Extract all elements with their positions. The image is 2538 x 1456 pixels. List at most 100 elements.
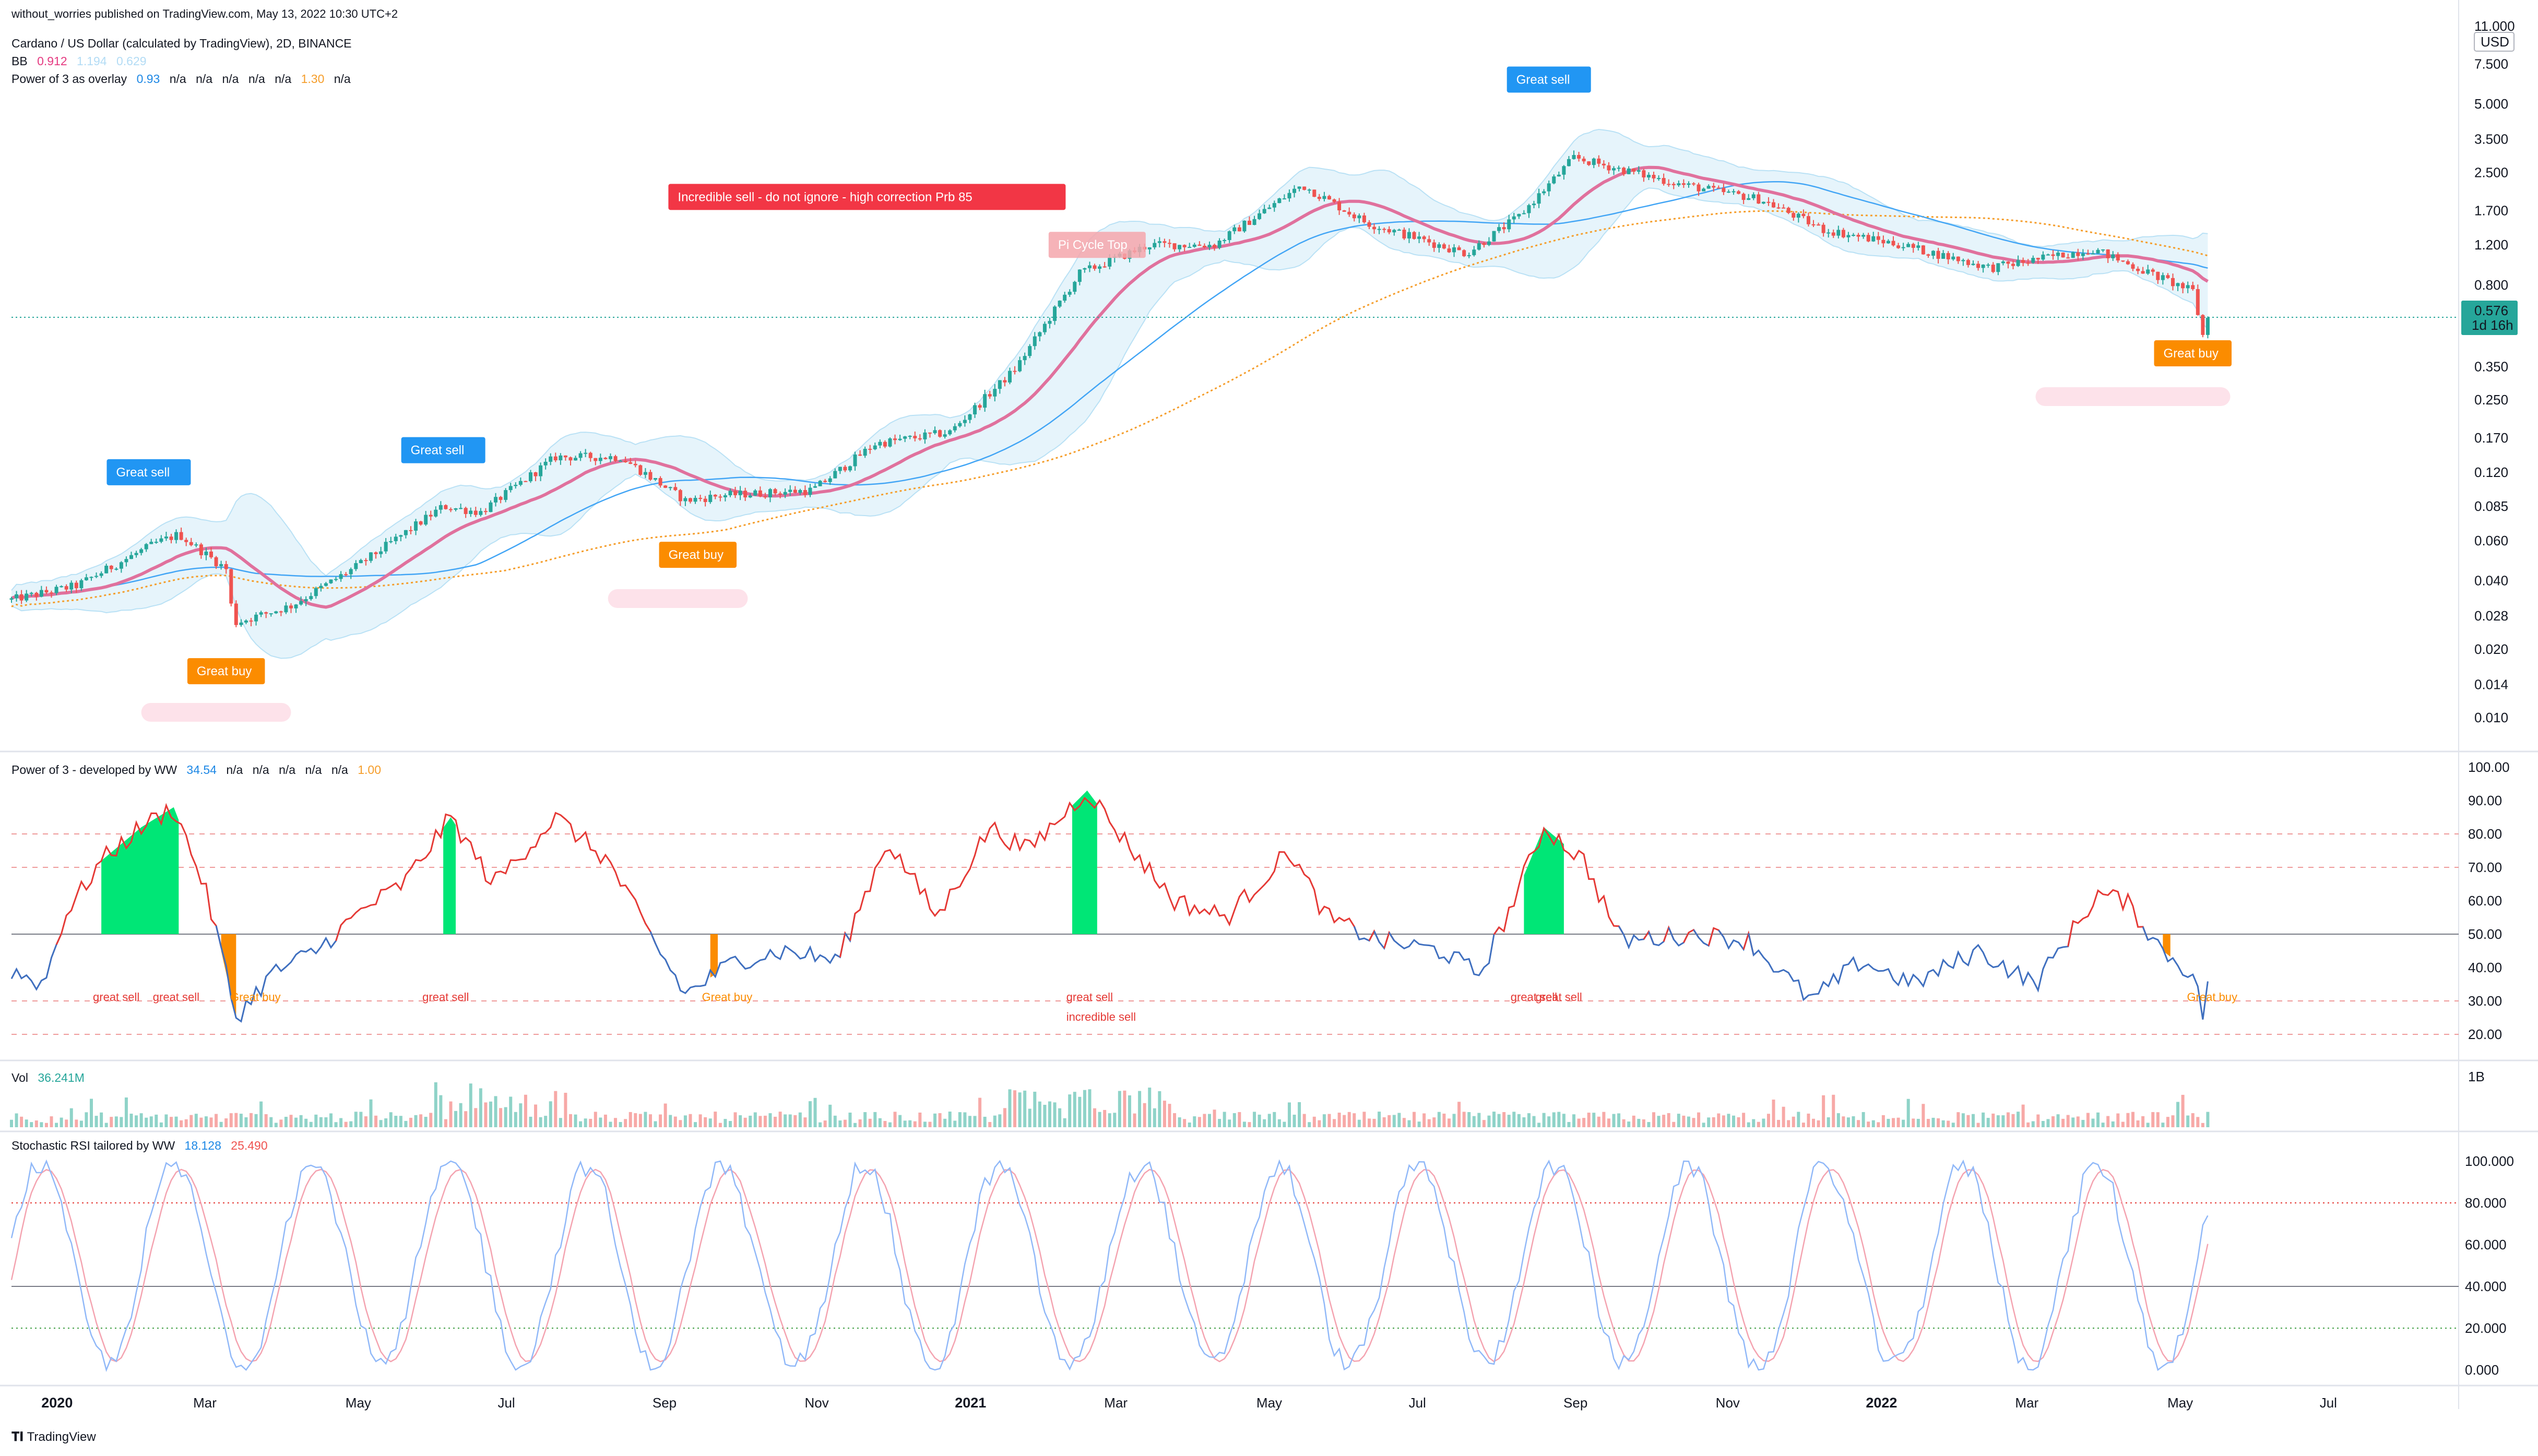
- candle-body[interactable]: [928, 432, 932, 434]
- candle-body[interactable]: [289, 605, 293, 608]
- candle-body[interactable]: [469, 510, 473, 514]
- candle-body[interactable]: [1706, 186, 1711, 189]
- candle-body[interactable]: [1277, 198, 1282, 204]
- candle-body[interactable]: [1761, 201, 1765, 204]
- candle-body[interactable]: [1731, 191, 1736, 193]
- candle-body[interactable]: [309, 596, 313, 600]
- candle-body[interactable]: [1926, 254, 1930, 256]
- candle-body[interactable]: [1352, 214, 1356, 219]
- candle-body[interactable]: [1792, 213, 1796, 218]
- candle-body[interactable]: [1757, 194, 1761, 204]
- candle-body[interactable]: [1801, 213, 1806, 217]
- candle-body[interactable]: [1517, 213, 1521, 217]
- candle-body[interactable]: [1931, 250, 1936, 256]
- candle-body[interactable]: [1292, 188, 1297, 193]
- candle-body[interactable]: [1023, 356, 1027, 361]
- candle-body[interactable]: [99, 573, 103, 576]
- candle-body[interactable]: [1722, 188, 1726, 193]
- candle-body[interactable]: [1038, 332, 1042, 337]
- candle-body[interactable]: [613, 456, 618, 461]
- candle-body[interactable]: [2081, 253, 2085, 256]
- candle-body[interactable]: [229, 569, 233, 604]
- candle-body[interactable]: [603, 458, 608, 459]
- candle-body[interactable]: [818, 481, 822, 486]
- candle-body[interactable]: [459, 508, 463, 509]
- candle-body[interactable]: [1342, 210, 1346, 212]
- candle-body[interactable]: [39, 590, 43, 597]
- candle-body[interactable]: [483, 511, 488, 512]
- candle-body[interactable]: [25, 593, 29, 601]
- candle-body[interactable]: [1207, 245, 1212, 247]
- candle-body[interactable]: [1492, 231, 1496, 242]
- candle-body[interactable]: [938, 430, 942, 437]
- candle-body[interactable]: [364, 560, 368, 562]
- candle-body[interactable]: [1467, 255, 1471, 256]
- candle-body[interactable]: [274, 611, 278, 614]
- candle-body[interactable]: [1726, 192, 1730, 193]
- candle-body[interactable]: [1557, 174, 1561, 177]
- candle-body[interactable]: [783, 492, 787, 495]
- candle-body[interactable]: [209, 551, 213, 557]
- tradingview-logo[interactable]: 𝐓𝐈 TradingView: [11, 1430, 96, 1445]
- candle-body[interactable]: [838, 467, 842, 471]
- candle-body[interactable]: [1392, 230, 1396, 233]
- candle-body[interactable]: [1028, 346, 1032, 356]
- candle-body[interactable]: [1991, 265, 1995, 272]
- candle-body[interactable]: [553, 456, 558, 461]
- candle-body[interactable]: [1681, 183, 1686, 185]
- candle-body[interactable]: [1861, 235, 1866, 237]
- candle-body[interactable]: [399, 535, 403, 537]
- candle-body[interactable]: [873, 445, 877, 449]
- candle-body[interactable]: [2141, 271, 2145, 274]
- candle-body[interactable]: [1512, 216, 1516, 220]
- candle-body[interactable]: [389, 541, 393, 542]
- candle-body[interactable]: [1627, 168, 1631, 174]
- candle-body[interactable]: [923, 432, 927, 439]
- candle-body[interactable]: [1452, 247, 1456, 253]
- candle-body[interactable]: [1267, 207, 1272, 209]
- candle-body[interactable]: [1462, 250, 1466, 256]
- candle-body[interactable]: [703, 498, 707, 502]
- candle-body[interactable]: [718, 496, 722, 498]
- candle-body[interactable]: [1087, 265, 1092, 268]
- candle-body[interactable]: [793, 490, 797, 493]
- candle-body[interactable]: [179, 532, 183, 540]
- candle-body[interactable]: [1976, 264, 1980, 268]
- candle-body[interactable]: [1542, 191, 1546, 194]
- candle-body[interactable]: [1896, 245, 1901, 248]
- candle-body[interactable]: [1307, 189, 1311, 191]
- candle-body[interactable]: [1447, 248, 1451, 253]
- candle-body[interactable]: [1182, 245, 1187, 247]
- candle-body[interactable]: [15, 594, 19, 599]
- candle-body[interactable]: [1367, 222, 1371, 227]
- candle-body[interactable]: [1018, 360, 1022, 372]
- candle-body[interactable]: [578, 453, 583, 458]
- candle-body[interactable]: [983, 394, 987, 408]
- candle-body[interactable]: [619, 460, 623, 462]
- candle-body[interactable]: [1382, 229, 1386, 230]
- candle-body[interactable]: [479, 511, 483, 515]
- last-price-tag[interactable]: [2461, 301, 2518, 336]
- candle-body[interactable]: [1258, 213, 1262, 219]
- candle-body[interactable]: [708, 495, 713, 502]
- candle-body[interactable]: [1048, 320, 1052, 324]
- candle-body[interactable]: [2101, 249, 2105, 250]
- candle-body[interactable]: [753, 490, 757, 496]
- candle-body[interactable]: [883, 441, 887, 447]
- candle-body[interactable]: [743, 491, 748, 498]
- candle-body[interactable]: [1042, 324, 1047, 332]
- candle-body[interactable]: [2136, 268, 2140, 271]
- candle-body[interactable]: [713, 495, 717, 497]
- candle-body[interactable]: [384, 542, 388, 552]
- candle-body[interactable]: [514, 485, 518, 486]
- candle-body[interactable]: [1702, 188, 1706, 192]
- candle-body[interactable]: [1587, 161, 1591, 165]
- candle-body[interactable]: [149, 542, 153, 544]
- candle-body[interactable]: [1302, 186, 1307, 190]
- annotation-pi-cycle[interactable]: Pi Cycle Top: [1048, 232, 1146, 258]
- candle-body[interactable]: [1622, 168, 1626, 174]
- candle-body[interactable]: [1607, 165, 1611, 171]
- candle-body[interactable]: [279, 611, 283, 613]
- candle-body[interactable]: [1472, 249, 1476, 255]
